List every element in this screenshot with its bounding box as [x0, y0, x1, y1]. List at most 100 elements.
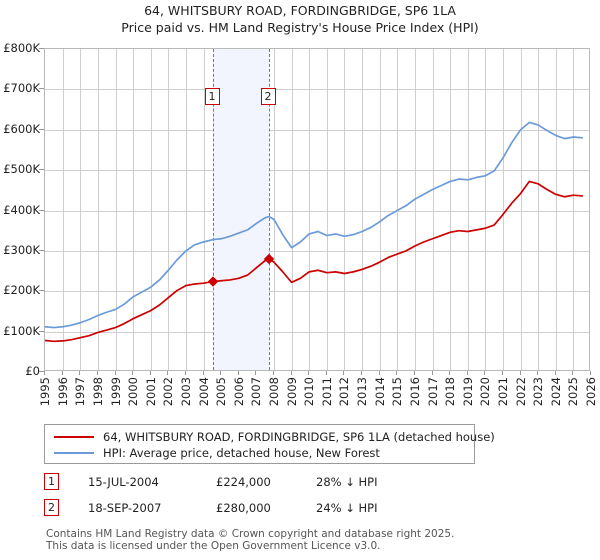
gridline-vertical	[538, 49, 540, 370]
gridline-vertical	[362, 49, 363, 370]
x-axis-tick-mark	[132, 371, 134, 375]
x-axis-tick-mark	[96, 371, 98, 375]
gridline-horizontal	[45, 331, 589, 333]
transaction-number-box[interactable]: 1	[44, 473, 59, 490]
gridline-vertical	[274, 49, 275, 370]
gridline-vertical	[432, 49, 434, 370]
title-line-1: 64, WHITSBURY ROAD, FORDINGBRIDGE, SP6 1…	[144, 3, 456, 18]
x-axis-tick-label: 1997	[73, 377, 88, 407]
transaction-hpi-delta: 24% ↓ HPI	[316, 501, 378, 515]
x-axis-tick-label: 2009	[284, 377, 299, 407]
x-axis-tick-mark	[501, 371, 503, 375]
x-axis-tick-mark	[484, 371, 486, 375]
event-point-marker[interactable]	[263, 253, 275, 265]
x-axis-tick-mark	[114, 371, 116, 375]
gridline-vertical	[115, 49, 117, 370]
x-axis-tick-label: 2021	[495, 377, 510, 407]
gridline-horizontal	[45, 210, 589, 212]
gridline-vertical	[62, 49, 64, 370]
gridline-vertical	[485, 49, 487, 370]
y-axis-tick-label: £400K	[3, 202, 40, 217]
x-axis-tick-mark	[79, 371, 81, 375]
transactions-list: 1 15-JUL-2004 £224,000 28% ↓ HPI 2 18-SEP-200…	[44, 471, 464, 523]
transaction-number-box[interactable]: 2	[44, 499, 59, 516]
gridline-vertical	[203, 49, 205, 370]
gridline-vertical	[502, 49, 504, 370]
x-axis-tick-label: 2026	[584, 377, 598, 407]
x-axis-tick-label: 1996	[55, 377, 70, 407]
gridline-vertical	[414, 49, 416, 370]
x-axis-tick-mark	[290, 371, 292, 375]
transaction-price: £280,000	[216, 501, 271, 515]
x-axis-tick-mark	[590, 371, 591, 375]
x-axis-tick-mark	[466, 371, 468, 375]
x-axis-tick-label: 2020	[478, 377, 493, 407]
x-axis-tick-label: 2007	[249, 377, 264, 407]
gridline-vertical	[97, 49, 99, 370]
x-axis-tick-mark	[554, 371, 556, 375]
x-axis-tick-mark	[343, 371, 345, 375]
series-line	[45, 180, 584, 343]
gridline-vertical	[150, 49, 152, 370]
x-axis-tick-mark	[202, 371, 204, 375]
gridline-horizontal	[45, 250, 589, 252]
x-axis-tick-label: 2011	[319, 377, 334, 407]
y-axis-tick-label: £500K	[3, 162, 40, 177]
legend-item: 64, WHITSBURY ROAD, FORDINGBRIDGE, SP6 1…	[45, 429, 495, 445]
x-axis-tick-label: 2022	[513, 377, 528, 407]
x-axis-tick-label: 2006	[231, 377, 246, 407]
y-axis-tick-mark	[39, 48, 44, 49]
x-axis-tick-label: 2013	[355, 377, 369, 407]
gridline-vertical	[573, 49, 575, 370]
gridline-vertical	[168, 49, 170, 370]
highlight-band-region	[213, 49, 269, 370]
y-axis-tick-mark	[39, 330, 44, 332]
x-axis-tick-label: 2019	[460, 377, 475, 407]
gridline-vertical	[520, 49, 522, 370]
y-axis-tick-label: £0	[25, 364, 40, 378]
x-axis-tick-mark	[572, 371, 574, 375]
y-axis-tick-mark	[39, 290, 44, 292]
x-axis-tick-label: 2008	[267, 377, 281, 407]
event-dashed-line	[213, 49, 214, 370]
x-axis-tick-mark	[149, 371, 151, 375]
legend-color-swatch	[54, 452, 94, 454]
y-axis-tick-label: £200K	[3, 283, 40, 298]
x-axis-tick-mark	[537, 371, 539, 375]
y-axis-tick-label: £300K	[3, 242, 40, 257]
x-axis-tick-mark	[255, 371, 257, 375]
x-axis-tick-label: 2023	[531, 377, 546, 407]
event-number-box[interactable]: 1	[204, 88, 220, 105]
event-point-marker[interactable]	[207, 276, 219, 287]
gridline-horizontal	[45, 291, 589, 293]
x-axis-tick-mark	[413, 371, 415, 375]
y-axis-tick-label: £800K	[3, 41, 40, 55]
event-dashed-line	[269, 49, 270, 370]
gridline-horizontal	[45, 170, 589, 172]
transaction-row: 1 15-JUL-2004 £224,000 28% ↓ HPI	[44, 471, 464, 497]
y-axis-tick-mark	[39, 128, 44, 130]
x-axis-tick-mark	[308, 371, 310, 375]
transaction-date: 18-SEP-2007	[88, 501, 162, 515]
legend-item-label: HPI: Average price, detached house, New …	[103, 446, 380, 460]
y-axis-tick-label: £700K	[3, 81, 40, 96]
x-axis-tick-mark	[361, 371, 362, 375]
gridline-vertical	[326, 49, 328, 370]
y-axis-tick-mark	[39, 249, 44, 251]
x-axis-tick-mark	[325, 371, 327, 375]
plot-area	[44, 48, 590, 371]
x-axis-tick-label: 1999	[108, 377, 123, 407]
transaction-date: 15-JUL-2004	[88, 475, 159, 489]
x-axis-tick-label: 2018	[443, 377, 458, 407]
x-axis-tick-label: 2005	[214, 377, 229, 407]
y-axis-tick-label: £600K	[3, 121, 40, 136]
x-axis-tick-label: 1998	[90, 377, 105, 407]
legend-item: HPI: Average price, detached house, New …	[45, 445, 474, 461]
x-axis-tick-mark	[220, 371, 222, 375]
gridline-horizontal	[45, 129, 589, 131]
gridline-vertical	[555, 49, 557, 370]
transaction-hpi-delta: 28% ↓ HPI	[316, 475, 378, 489]
event-number-box[interactable]: 2	[260, 88, 276, 105]
x-axis-tick-label: 2004	[196, 377, 211, 407]
